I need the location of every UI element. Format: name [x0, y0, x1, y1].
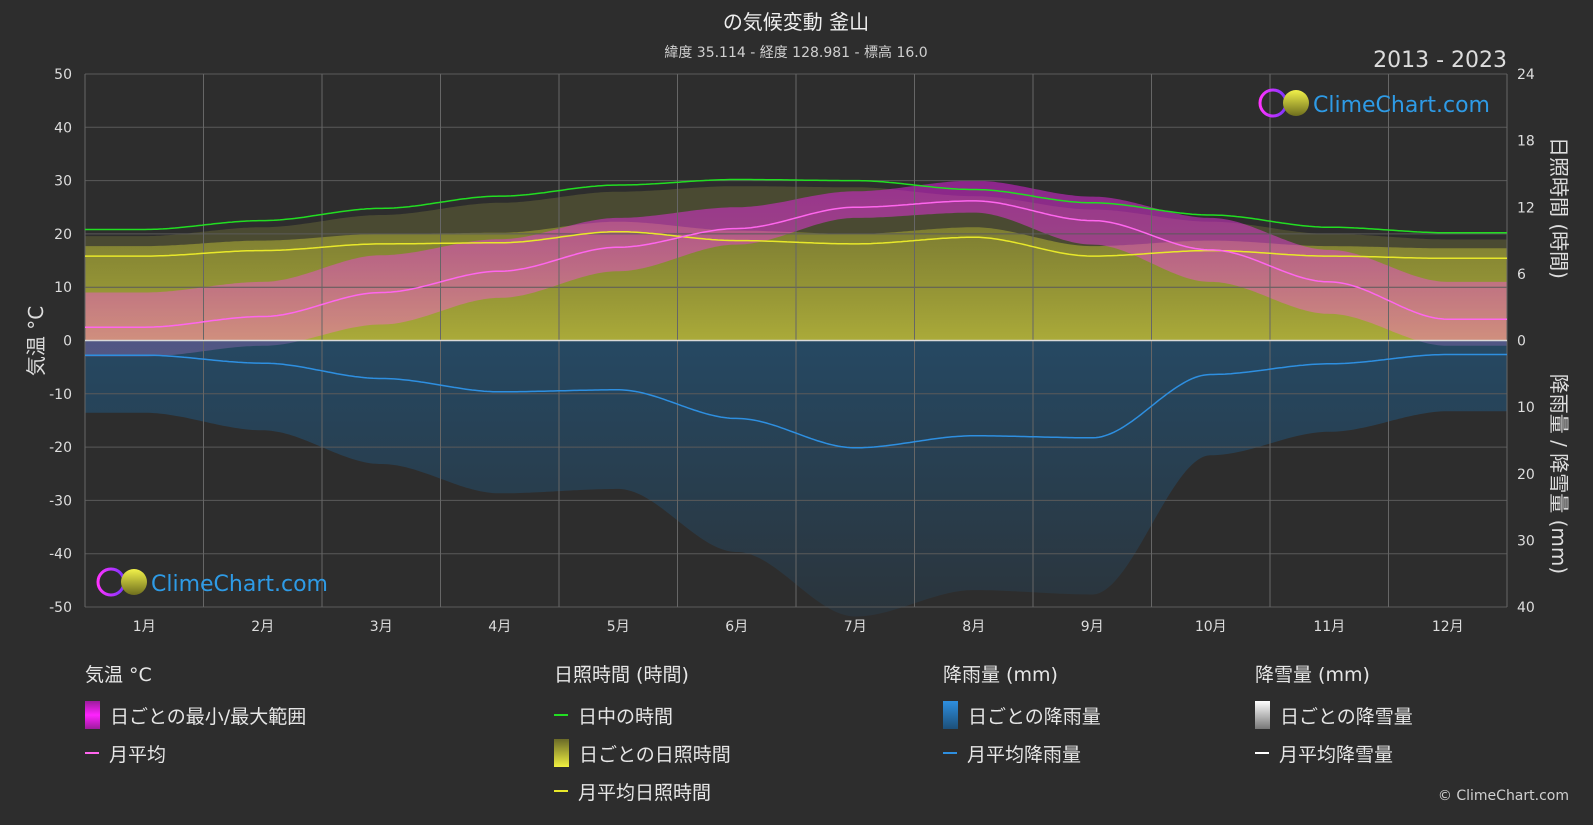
x-tick-label: 8月: [962, 619, 985, 635]
x-tick-label: 9月: [1081, 619, 1104, 635]
legend-item-rain-avg: 月平均降雨量: [943, 734, 1101, 772]
y-right-tick-label: 24: [1517, 67, 1535, 83]
copyright: © ClimeChart.com: [1437, 788, 1569, 804]
daylight-line: [85, 178, 1507, 234]
watermark-text-top: ClimeChart.com: [1313, 93, 1490, 118]
logo-sun-icon: [121, 569, 147, 595]
legend-item-daylight: 日中の時間: [554, 696, 731, 734]
legend-item-daily-rain: 日ごとの降雨量: [943, 696, 1101, 734]
series-lines: [85, 178, 1507, 449]
legend-item-temp-range: 日ごとの最小/最大範囲: [85, 696, 306, 734]
watermark-text-bottom: ClimeChart.com: [151, 572, 328, 597]
legend-item-sunshine-avg: 月平均日照時間: [554, 772, 731, 810]
y-right-tick-label: 0: [1517, 334, 1526, 350]
y-left-tick-label: 0: [63, 334, 72, 350]
y-left-tick-label: 20: [54, 227, 72, 243]
watermark-bottom: ClimeChart.com: [96, 567, 328, 597]
y-left-axis-label: 気温 °C: [24, 306, 48, 376]
x-tick-label: 12月: [1432, 619, 1464, 635]
x-tick-label: 3月: [370, 619, 393, 635]
legend-item-temp-avg: 月平均: [85, 734, 306, 772]
temperature-avg-line: [85, 200, 1507, 328]
sunshine-avg-swatch: [554, 790, 568, 792]
y-left-tick-label: -40: [49, 547, 72, 563]
y-left-tick-label: -10: [49, 387, 72, 403]
x-tick-label: 6月: [725, 619, 748, 635]
y-right-bottom-axis-label: 降雨量 / 降雪量 (mm): [1547, 374, 1571, 574]
y-left-tick-label: 50: [54, 67, 72, 83]
legend-rain-header: 降雨量 (mm): [943, 664, 1058, 686]
legend-item-daily-sunshine: 日ごとの日照時間: [554, 734, 731, 772]
rain-avg-swatch: [943, 752, 957, 754]
daily-snow-swatch: [1255, 701, 1270, 729]
legend-sunshine: 日照時間 (時間) 日中の時間 日ごとの日照時間 月平均日照時間: [554, 660, 731, 810]
daily-rain-swatch: [943, 701, 958, 729]
gridlines: [84, 73, 1508, 608]
y-right-tick-label: 12: [1517, 200, 1535, 216]
chart-title: の気候変動 釜山: [723, 10, 869, 34]
y-left-tick-label: -50: [49, 600, 72, 616]
sunshine-avg-line: [85, 230, 1507, 260]
x-tick-label: 2月: [251, 619, 274, 635]
axes: 50 40 30 20 10 0 -10 -20 -30 -40 -50 24 18 12 6 0 10 20 30…: [49, 67, 1535, 635]
legend-item-daily-snow: 日ごとの降雪量: [1255, 696, 1413, 734]
legend-sunshine-header: 日照時間 (時間): [554, 664, 689, 686]
chart-subtitle: 緯度 35.114 - 経度 128.981 - 標高 16.0: [664, 44, 927, 61]
snow-avg-swatch: [1255, 752, 1269, 754]
y-left-tick-label: -30: [49, 493, 72, 509]
x-tick-label: 10月: [1195, 619, 1227, 635]
logo-sun-icon: [1283, 90, 1309, 116]
y-right-tick-label: 20: [1517, 467, 1535, 483]
x-tick-label: 4月: [488, 619, 511, 635]
temp-avg-swatch: [85, 752, 99, 754]
rain-avg-line: [85, 353, 1507, 449]
temp-range-swatch: [85, 701, 100, 729]
y-left-tick-label: 10: [54, 280, 72, 296]
x-tick-label: 7月: [844, 619, 867, 635]
y-left-tick-label: 30: [54, 174, 72, 190]
y-right-tick-label: 10: [1517, 400, 1535, 416]
y-right-top-axis-label: 日照時間 (時間): [1547, 137, 1571, 279]
daily-sunshine-swatch: [554, 739, 569, 767]
y-left-tick-label: 40: [54, 120, 72, 136]
y-right-tick-label: 30: [1517, 533, 1535, 549]
legend-snow-header: 降雪量 (mm): [1255, 664, 1370, 686]
y-left-tick-label: -20: [49, 440, 72, 456]
y-right-tick-label: 18: [1517, 134, 1535, 150]
y-right-tick-label: 6: [1517, 267, 1526, 283]
x-tick-label: 5月: [607, 619, 630, 635]
watermark-top: ClimeChart.com: [1258, 88, 1490, 118]
x-tick-label: 11月: [1313, 619, 1345, 635]
legend-snow: 降雪量 (mm) 日ごとの降雪量 月平均降雪量: [1255, 660, 1413, 772]
daylight-swatch: [554, 714, 568, 716]
legend-rain: 降雨量 (mm) 日ごとの降雨量 月平均降雨量: [943, 660, 1101, 772]
legend-temperature-header: 気温 °C: [85, 664, 152, 686]
period-label: 2013 - 2023: [1373, 48, 1507, 73]
legend-temperature: 気温 °C 日ごとの最小/最大範囲 月平均: [85, 660, 306, 772]
y-right-tick-label: 40: [1517, 600, 1535, 616]
legend-item-snow-avg: 月平均降雪量: [1255, 734, 1413, 772]
x-tick-label: 1月: [133, 619, 156, 635]
